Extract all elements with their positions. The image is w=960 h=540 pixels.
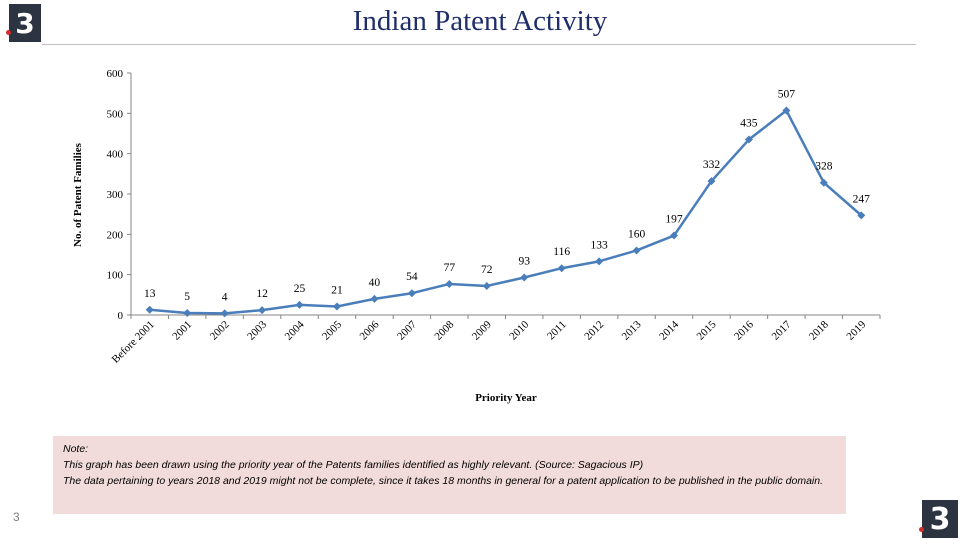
x-tick-label: 2018 (807, 318, 831, 342)
data-label: 116 (553, 246, 570, 258)
y-tick-label: 500 (107, 108, 124, 120)
data-point (857, 211, 866, 220)
data-point (295, 300, 304, 309)
data-point (332, 302, 341, 311)
series-layer (145, 106, 866, 318)
x-tick-label: 2014 (657, 318, 681, 342)
x-axis-ticks: Before 2001 2001 2002 2003 2004 2005 2006 2007 2… (110, 315, 881, 366)
x-tick-label: 2019 (844, 318, 868, 342)
slide-number: 3 (13, 510, 20, 524)
data-label: 507 (778, 89, 796, 101)
logo-dot (6, 30, 11, 35)
data-point (670, 231, 679, 240)
data-label: 247 (853, 193, 871, 205)
data-point (258, 306, 267, 315)
logo-glyph: 3 (15, 6, 35, 40)
note-line-2: The data pertaining to years 2018 and 20… (63, 475, 823, 487)
company-logo-footer: 3 (919, 500, 958, 538)
data-label: 77 (444, 262, 456, 274)
data-label: 197 (665, 214, 683, 226)
x-tick-label: 2015 (695, 318, 719, 342)
data-label: 54 (406, 271, 418, 283)
data-point (445, 279, 454, 288)
x-axis-label: Priority Year (475, 392, 537, 404)
y-tick-label: 300 (107, 189, 124, 201)
logo-dot (919, 527, 924, 532)
x-tick-label: 2006 (358, 318, 382, 342)
x-tick-label: 2011 (545, 319, 569, 343)
x-tick-label: 2005 (320, 318, 344, 342)
x-tick-label: 2017 (769, 318, 793, 342)
data-label: 328 (815, 161, 833, 173)
data-label: 93 (518, 255, 530, 267)
x-tick-label: 2001 (170, 319, 194, 343)
data-label: 12 (256, 288, 268, 300)
data-label: 332 (703, 159, 721, 171)
chart-axes (130, 73, 880, 316)
data-point (744, 135, 753, 144)
data-label: 13 (144, 288, 156, 300)
x-tick-label: 2012 (582, 319, 606, 343)
data-label: 5 (184, 291, 190, 303)
data-point (707, 177, 716, 186)
data-point (595, 257, 604, 266)
line-chart: 0 100 200 300 400 500 600 Before 2001 2001 2002 2… (72, 68, 881, 404)
company-logo: 3 (6, 4, 41, 42)
data-label: 4 (222, 291, 228, 303)
data-label: 160 (628, 228, 646, 240)
x-tick-label: 2016 (732, 318, 756, 342)
data-label: 133 (591, 239, 609, 251)
data-label: 21 (331, 285, 343, 297)
page-title: Indian Patent Activity (352, 5, 608, 37)
title-divider (42, 44, 916, 45)
data-point (782, 106, 791, 115)
data-point (557, 264, 566, 273)
y-tick-label: 400 (107, 149, 124, 161)
data-point (145, 305, 154, 314)
x-tick-label: 2003 (245, 318, 269, 342)
data-label: 435 (740, 118, 758, 130)
y-tick-label: 0 (118, 310, 124, 322)
y-tick-label: 600 (107, 68, 124, 80)
y-axis-label: No. of Patent Families (72, 142, 84, 247)
data-point (520, 273, 529, 282)
data-point (632, 246, 641, 255)
data-label: 40 (369, 277, 381, 289)
x-tick-label: 2002 (208, 319, 232, 343)
note-line-1: This graph has been drawn using the prio… (63, 459, 644, 471)
data-label: 25 (294, 283, 306, 295)
x-tick-label: 2004 (283, 318, 307, 342)
x-tick-label: 2009 (470, 318, 494, 342)
note-box: Note: This graph has been drawn using th… (53, 436, 846, 514)
data-point (482, 281, 491, 290)
x-tick-label: 2010 (507, 318, 531, 342)
y-tick-label: 100 (107, 270, 124, 282)
data-point (407, 289, 416, 298)
logo-glyph: 3 (929, 501, 951, 537)
data-label: 72 (481, 264, 493, 276)
note-heading: Note: (63, 443, 89, 455)
data-point (183, 308, 192, 317)
series-line (149, 109, 863, 315)
x-tick-label: 2007 (395, 318, 419, 342)
x-tick-label: 2013 (620, 318, 644, 342)
x-tick-label: 2008 (432, 318, 456, 342)
data-point (370, 294, 379, 303)
x-tick-label: Before 2001 (110, 319, 157, 366)
data-point (819, 178, 828, 187)
y-tick-label: 200 (107, 229, 124, 241)
data-point (220, 309, 229, 318)
y-axis-ticks: 0 100 200 300 400 500 600 (107, 68, 131, 322)
